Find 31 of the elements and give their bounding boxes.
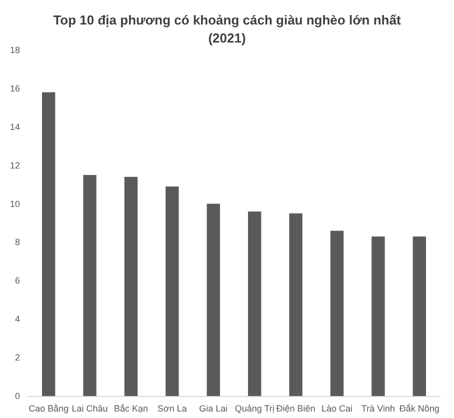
bar: [330, 230, 344, 396]
x-tick-label: Bắc Kạn: [114, 404, 148, 414]
bar: [248, 211, 262, 396]
bar: [166, 186, 179, 396]
bar: [206, 204, 220, 396]
x-tick-label: Lai Châu: [72, 404, 108, 414]
x-tick-label: Đắk Nông: [399, 404, 440, 414]
bar: [42, 92, 56, 396]
y-tick-label: 10: [10, 198, 20, 209]
x-tick-label: Cao Bằng: [28, 404, 69, 414]
y-tick-label: 12: [10, 160, 20, 170]
bar: [83, 174, 96, 396]
y-tick-label: 8: [14, 237, 20, 248]
bar: [372, 236, 385, 396]
x-tick-label: Trà Vinh: [361, 404, 395, 414]
y-tick-label: 18: [10, 45, 20, 55]
x-tick-label: Sơn La: [157, 404, 187, 414]
chart-title: Top 10 địa phương có khoảng cách giàu nghèo lớn nhất (2021): [53, 12, 402, 46]
y-tick-label: 16: [10, 83, 20, 94]
y-tick-label: 2: [14, 352, 20, 363]
x-tick-label: Điện Biên: [276, 404, 316, 414]
y-tick-label: 0: [14, 391, 20, 401]
x-tick-label: Quảng Trị: [234, 404, 274, 414]
bar: [124, 176, 138, 396]
y-tick-label: 6: [14, 276, 20, 286]
bar: [289, 213, 302, 396]
bar: [412, 236, 426, 396]
x-tick-label: Gia Lai: [199, 404, 228, 414]
x-tick-label: Lào Cai: [321, 404, 353, 414]
y-tick-label: 14: [10, 122, 20, 132]
y-tick-label: 4: [14, 314, 20, 324]
